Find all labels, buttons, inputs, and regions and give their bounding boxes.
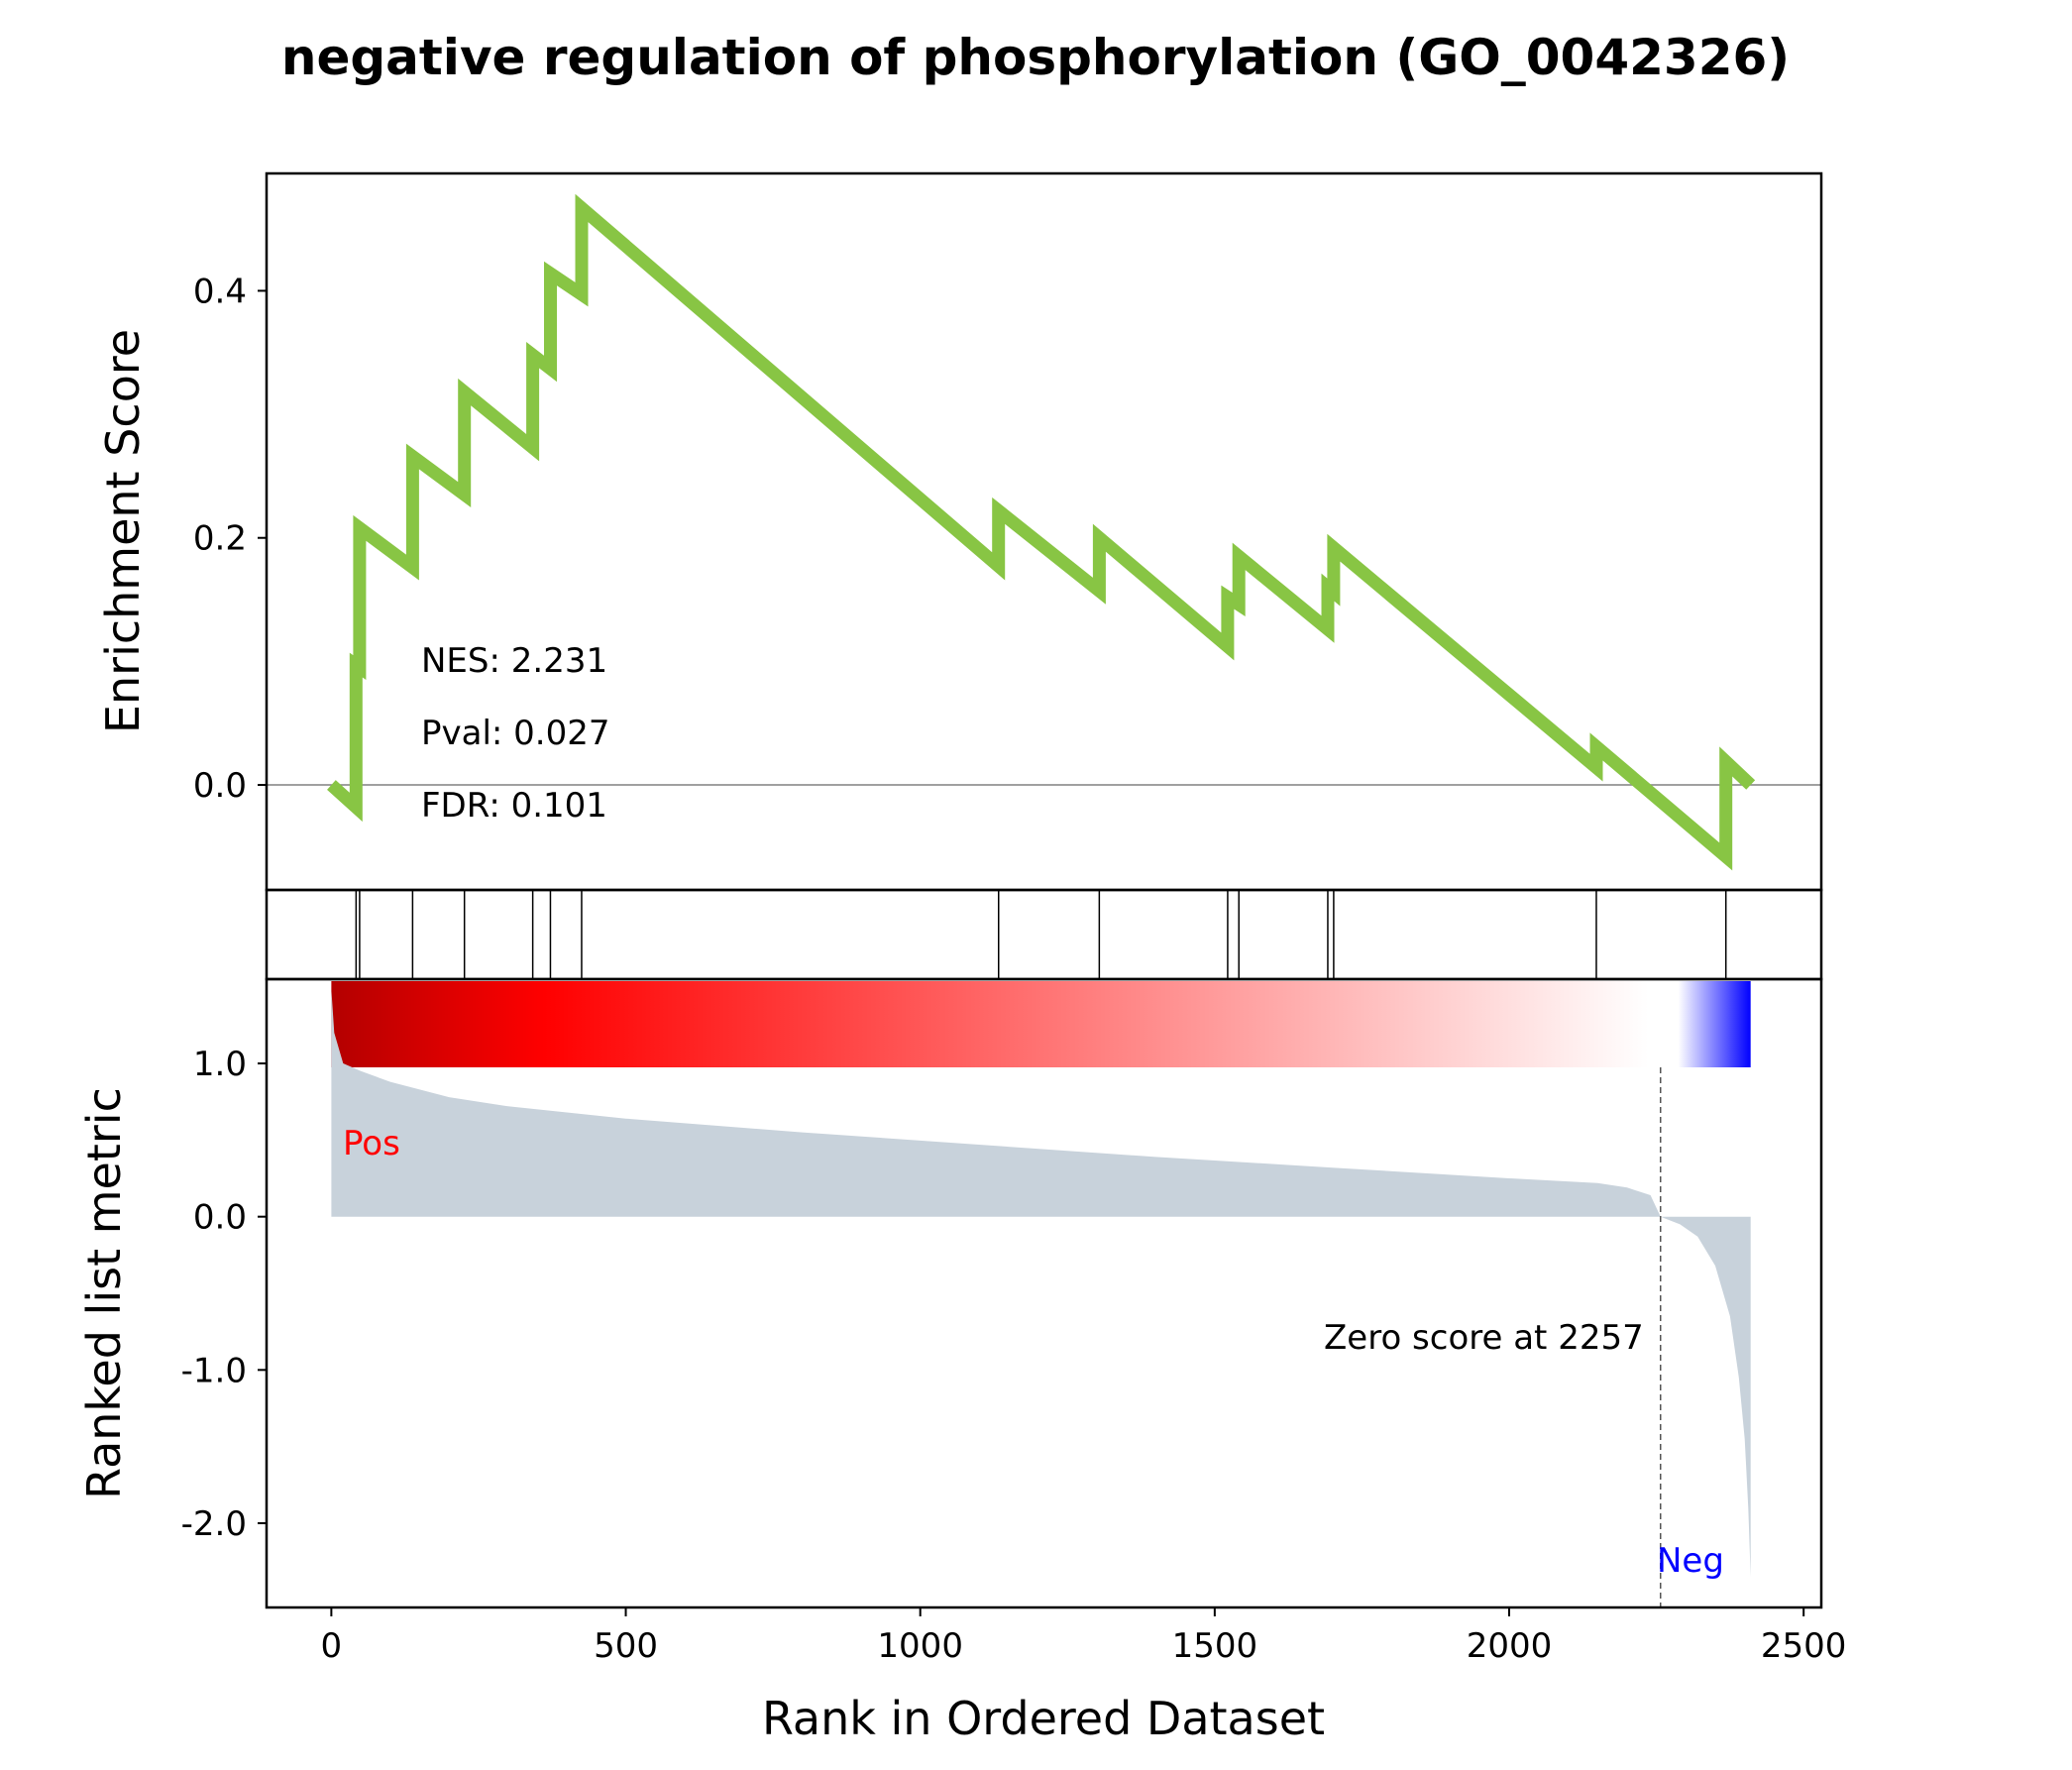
x-tick-label: 1500 [1172,1626,1258,1666]
rank-y-tick-label: 1.0 [193,1045,247,1084]
rank-y-tick-label: -1.0 [181,1351,247,1390]
es-y-ticks: 0.0 0.2 0.4 [193,272,267,806]
x-axis-label: Rank in Ordered Dataset [762,1692,1325,1745]
chart-title: negative regulation of phosphorylation (… [281,29,1790,86]
es-y-tick-label: 0.0 [193,766,247,806]
rank-y-tick-label: -2.0 [181,1504,247,1544]
hits-panel-frame [265,888,1823,981]
enrichment-ylabel: Enrichment Score [96,329,150,733]
es-y-tick-label: 0.2 [193,519,247,559]
x-axis-ticks: 0 500 1000 1500 2000 2500 [321,1607,1847,1666]
x-tick-label: 0 [321,1626,343,1666]
hit-lines [355,890,1727,979]
rank-y-tick-label: 0.0 [193,1198,247,1238]
fdr-stat: FDR: 0.101 [421,786,607,826]
x-tick-label: 2000 [1467,1626,1553,1666]
ranked-metric-area [331,989,1751,1578]
ranked-panel-frame [265,977,1823,1609]
neg-label: Neg [1657,1541,1724,1581]
x-tick-label: 1000 [877,1626,963,1666]
enrichment-panel-frame [265,171,1823,892]
enrichment-panel: 0.0 0.2 0.4 NES: 2.231 Pval: 0.027 FDR: 0.… [96,171,1823,892]
nes-stat: NES: 2.231 [421,641,607,681]
x-tick-label: 2500 [1761,1626,1847,1666]
pos-label: Pos [343,1124,400,1163]
rank-colorbar [331,981,1751,1067]
rank-y-ticks: 1.0 0.0 -1.0 -2.0 [181,1045,267,1544]
ranked-ylabel: Ranked list metric [77,1087,131,1499]
es-y-tick-label: 0.4 [193,272,247,311]
x-tick-label: 500 [594,1626,658,1666]
hits-panel [265,888,1823,981]
enrichment-score-line [327,193,1756,871]
zero-score-label: Zero score at 2257 [1324,1318,1644,1358]
ranked-panel: 1.0 0.0 -1.0 -2.0 Pos Neg Zero score at 225… [77,977,1823,1609]
pval-stat: Pval: 0.027 [421,714,610,753]
